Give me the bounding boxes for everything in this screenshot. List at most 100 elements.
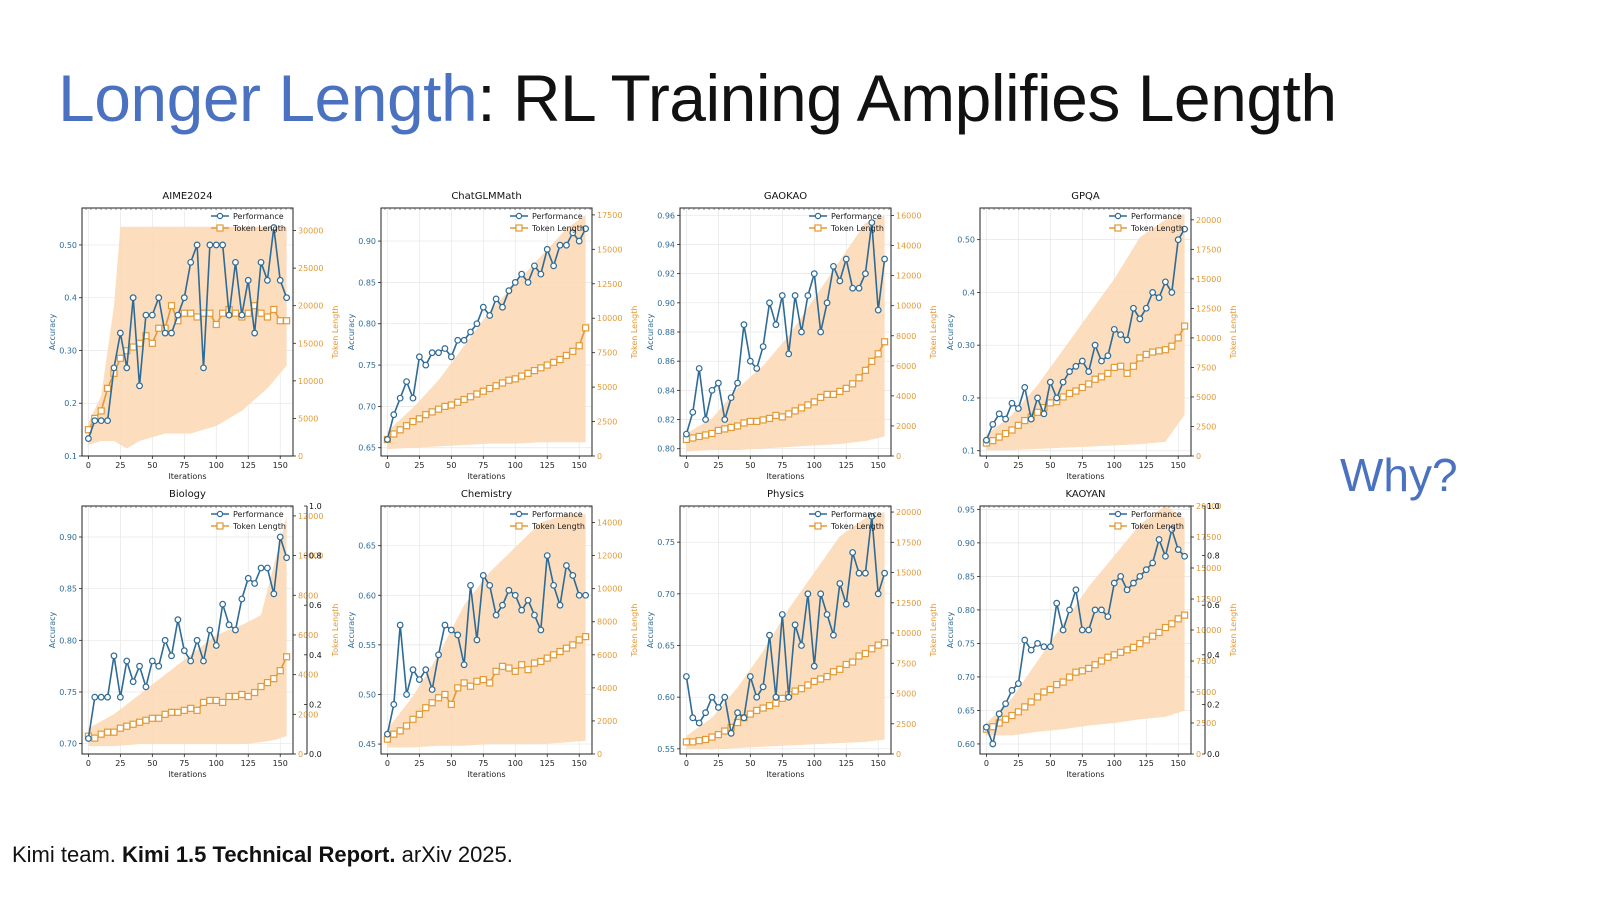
y-tick-label: 0.84: [657, 386, 675, 395]
performance-point: [129, 678, 137, 686]
y3-tick-label: 0.8: [309, 552, 322, 561]
token-length-point: [441, 690, 449, 699]
token-length-point: [868, 645, 876, 653]
performance-point: [714, 704, 722, 711]
token-length-point: [460, 395, 468, 404]
legend-performance-marker: [216, 212, 224, 220]
token-length-point: [231, 309, 240, 317]
y2-tick-label: 10000: [597, 314, 622, 323]
x-tick-label: 150: [871, 759, 886, 768]
performance-point: [499, 601, 506, 609]
performance-point: [257, 564, 265, 572]
y-tick-label: 0.85: [358, 278, 376, 287]
performance-point: [1053, 599, 1061, 607]
x-tick-label: 50: [446, 461, 456, 470]
x-tick-label: 150: [572, 759, 587, 768]
x-tick-label: 50: [147, 759, 157, 768]
y2-tick-label: 12500: [597, 280, 622, 289]
token-length-point: [836, 387, 844, 395]
legend-performance-marker: [814, 510, 822, 518]
title-highlight: Longer Length: [58, 61, 478, 135]
performance-point: [708, 693, 716, 701]
y2-axis-label: Token Length: [929, 604, 938, 658]
legend-performance-label: Performance: [831, 510, 882, 519]
performance-point: [168, 652, 175, 660]
performance-point: [1059, 626, 1067, 634]
token-length-point: [473, 677, 481, 685]
performance-point: [148, 657, 156, 665]
performance-point: [1085, 368, 1093, 375]
token-length-point: [995, 433, 1003, 441]
legend-performance-marker: [1114, 212, 1122, 220]
y-axis-label: Accuracy: [48, 313, 57, 350]
y2-tick-label: 2500: [1196, 422, 1216, 431]
y-tick-label: 0.90: [957, 539, 975, 548]
performance-point: [460, 661, 468, 669]
performance-point: [91, 417, 99, 425]
y2-tick-label: 8000: [597, 618, 617, 627]
token-length-point: [1085, 664, 1093, 673]
token-length-band: [686, 512, 885, 750]
y3-tick-label: 0.4: [309, 651, 322, 660]
performance-point: [791, 621, 799, 629]
performance-point: [123, 657, 131, 665]
token-length-point: [466, 393, 475, 401]
performance-point: [1162, 552, 1169, 560]
legend-performance-label: Performance: [532, 212, 583, 221]
x-tick-label: 150: [273, 759, 288, 768]
performance-point: [244, 574, 252, 582]
performance-point: [982, 723, 990, 731]
y2-tick-label: 20000: [896, 508, 921, 517]
performance-point: [830, 631, 837, 639]
y-tick-label: 0.96: [657, 211, 675, 220]
performance-point: [759, 343, 767, 350]
y2-tick-label: 5000: [896, 690, 916, 699]
performance-point: [91, 693, 99, 701]
x-tick-label: 125: [540, 461, 555, 470]
token-length-point: [543, 361, 551, 369]
token-length-point: [97, 407, 105, 415]
token-length-point: [575, 636, 583, 644]
token-length-point: [868, 357, 876, 365]
performance-point: [740, 714, 748, 722]
performance-point: [746, 357, 754, 365]
chart-title: Biology: [169, 489, 206, 500]
performance-point: [116, 329, 124, 337]
y-tick-label: 0.60: [657, 693, 675, 702]
performance-point: [766, 631, 773, 639]
performance-point: [1034, 640, 1041, 647]
performance-point: [518, 606, 526, 614]
performance-point: [225, 621, 233, 629]
chart-gaokao: 0 25 50 75 100 125 150 0.80 0.82 0.84 0.86 0.88 0.90…: [646, 191, 938, 481]
performance-point: [702, 709, 709, 717]
token-length-point: [1168, 342, 1176, 350]
performance-point: [479, 572, 487, 579]
performance-point: [862, 569, 869, 577]
y2-tick-label: 0: [597, 750, 602, 759]
performance-point: [383, 436, 391, 443]
x-tick-label: 0: [86, 461, 91, 470]
performance-point: [772, 693, 780, 701]
performance-point: [995, 410, 1003, 418]
token-length-point: [422, 411, 430, 419]
token-length-point: [1136, 354, 1144, 362]
token-length-point: [550, 358, 558, 366]
performance-point: [524, 279, 532, 286]
token-length-point: [855, 652, 863, 660]
token-length-point: [116, 724, 124, 732]
performance-point: [759, 683, 767, 691]
token-length-point: [460, 679, 468, 687]
performance-point: [695, 365, 703, 372]
y2-axis-label: Token Length: [630, 306, 639, 360]
performance-point: [868, 512, 876, 520]
performance-line: [685, 222, 886, 435]
performance-point: [836, 277, 844, 285]
token-length-point: [238, 690, 246, 699]
token-length-point: [454, 398, 462, 406]
citation-paper: Kimi 1.5 Technical Report.: [122, 842, 396, 867]
y-tick-label: 0.88: [657, 328, 675, 337]
token-length-band: [88, 226, 287, 449]
performance-point: [868, 219, 876, 226]
token-length-point: [1059, 678, 1067, 686]
token-length-point: [193, 313, 201, 321]
